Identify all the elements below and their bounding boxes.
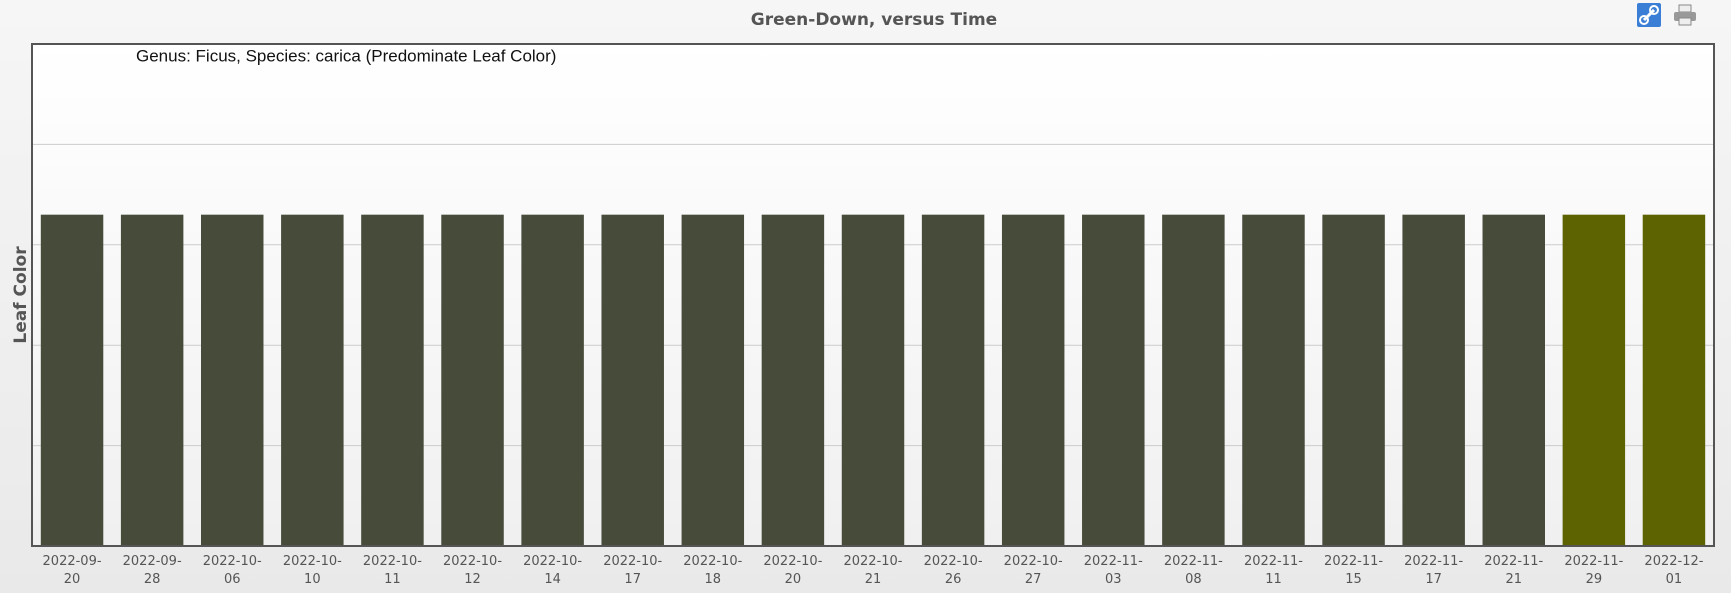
bar [1242, 214, 1305, 546]
bar [1402, 214, 1465, 546]
y-axis-label: Leaf Color [11, 246, 31, 344]
bar [40, 214, 104, 546]
bar [681, 214, 745, 546]
x-tick-label: 2022-11-21 [1484, 554, 1544, 587]
x-tick-label: 2022-11-08 [1163, 554, 1223, 587]
x-tick-label: 2022-10-06 [202, 554, 262, 587]
x-tick-label: 2022-11-17 [1404, 554, 1464, 587]
bar [1322, 214, 1385, 546]
x-tick-label: 2022-10-14 [523, 554, 583, 587]
bar [1162, 214, 1225, 546]
bar [1001, 214, 1065, 546]
bar [1082, 214, 1145, 546]
bar [1642, 214, 1706, 546]
link-icon[interactable] [1636, 2, 1662, 28]
bar [521, 214, 584, 546]
bar [601, 214, 664, 546]
bar [201, 214, 264, 546]
bar [761, 214, 825, 546]
bar [1562, 214, 1626, 546]
x-tick-label: 2022-11-29 [1564, 554, 1624, 587]
x-tick-label: 2022-10-11 [362, 554, 422, 587]
x-tick-label: 2022-10-12 [443, 554, 503, 587]
x-tick-label: 2022-09-28 [122, 554, 182, 587]
bar [841, 214, 905, 546]
bar [281, 214, 344, 546]
x-tick-label: 2022-11-03 [1083, 554, 1143, 587]
bar [441, 214, 504, 546]
x-tick-label: 2022-11-15 [1324, 554, 1384, 587]
print-icon[interactable] [1672, 2, 1698, 28]
plot-border [31, 43, 1715, 547]
x-tick-label: 2022-11-11 [1243, 554, 1303, 587]
bar [921, 214, 985, 546]
chart-title: Green-Down, versus Time [751, 10, 997, 30]
bar [361, 214, 424, 546]
x-tick-label: 2022-10-26 [923, 554, 983, 587]
x-tick-label: 2022-10-27 [1003, 554, 1063, 587]
x-tick-label: 2022-10-21 [843, 554, 903, 587]
x-tick-label: 2022-09-20 [42, 554, 102, 587]
annotation: Genus: Ficus, Species: carica (Predomina… [136, 46, 556, 65]
x-tick-label: 2022-10-18 [683, 554, 743, 587]
bar [120, 214, 184, 546]
x-tick-label: 2022-10-10 [282, 554, 342, 587]
bar [1482, 214, 1545, 546]
x-tick-label: 2022-10-17 [603, 554, 663, 587]
x-tick-label: 2022-12-01 [1644, 554, 1704, 587]
x-tick-label: 2022-10-20 [763, 554, 823, 587]
